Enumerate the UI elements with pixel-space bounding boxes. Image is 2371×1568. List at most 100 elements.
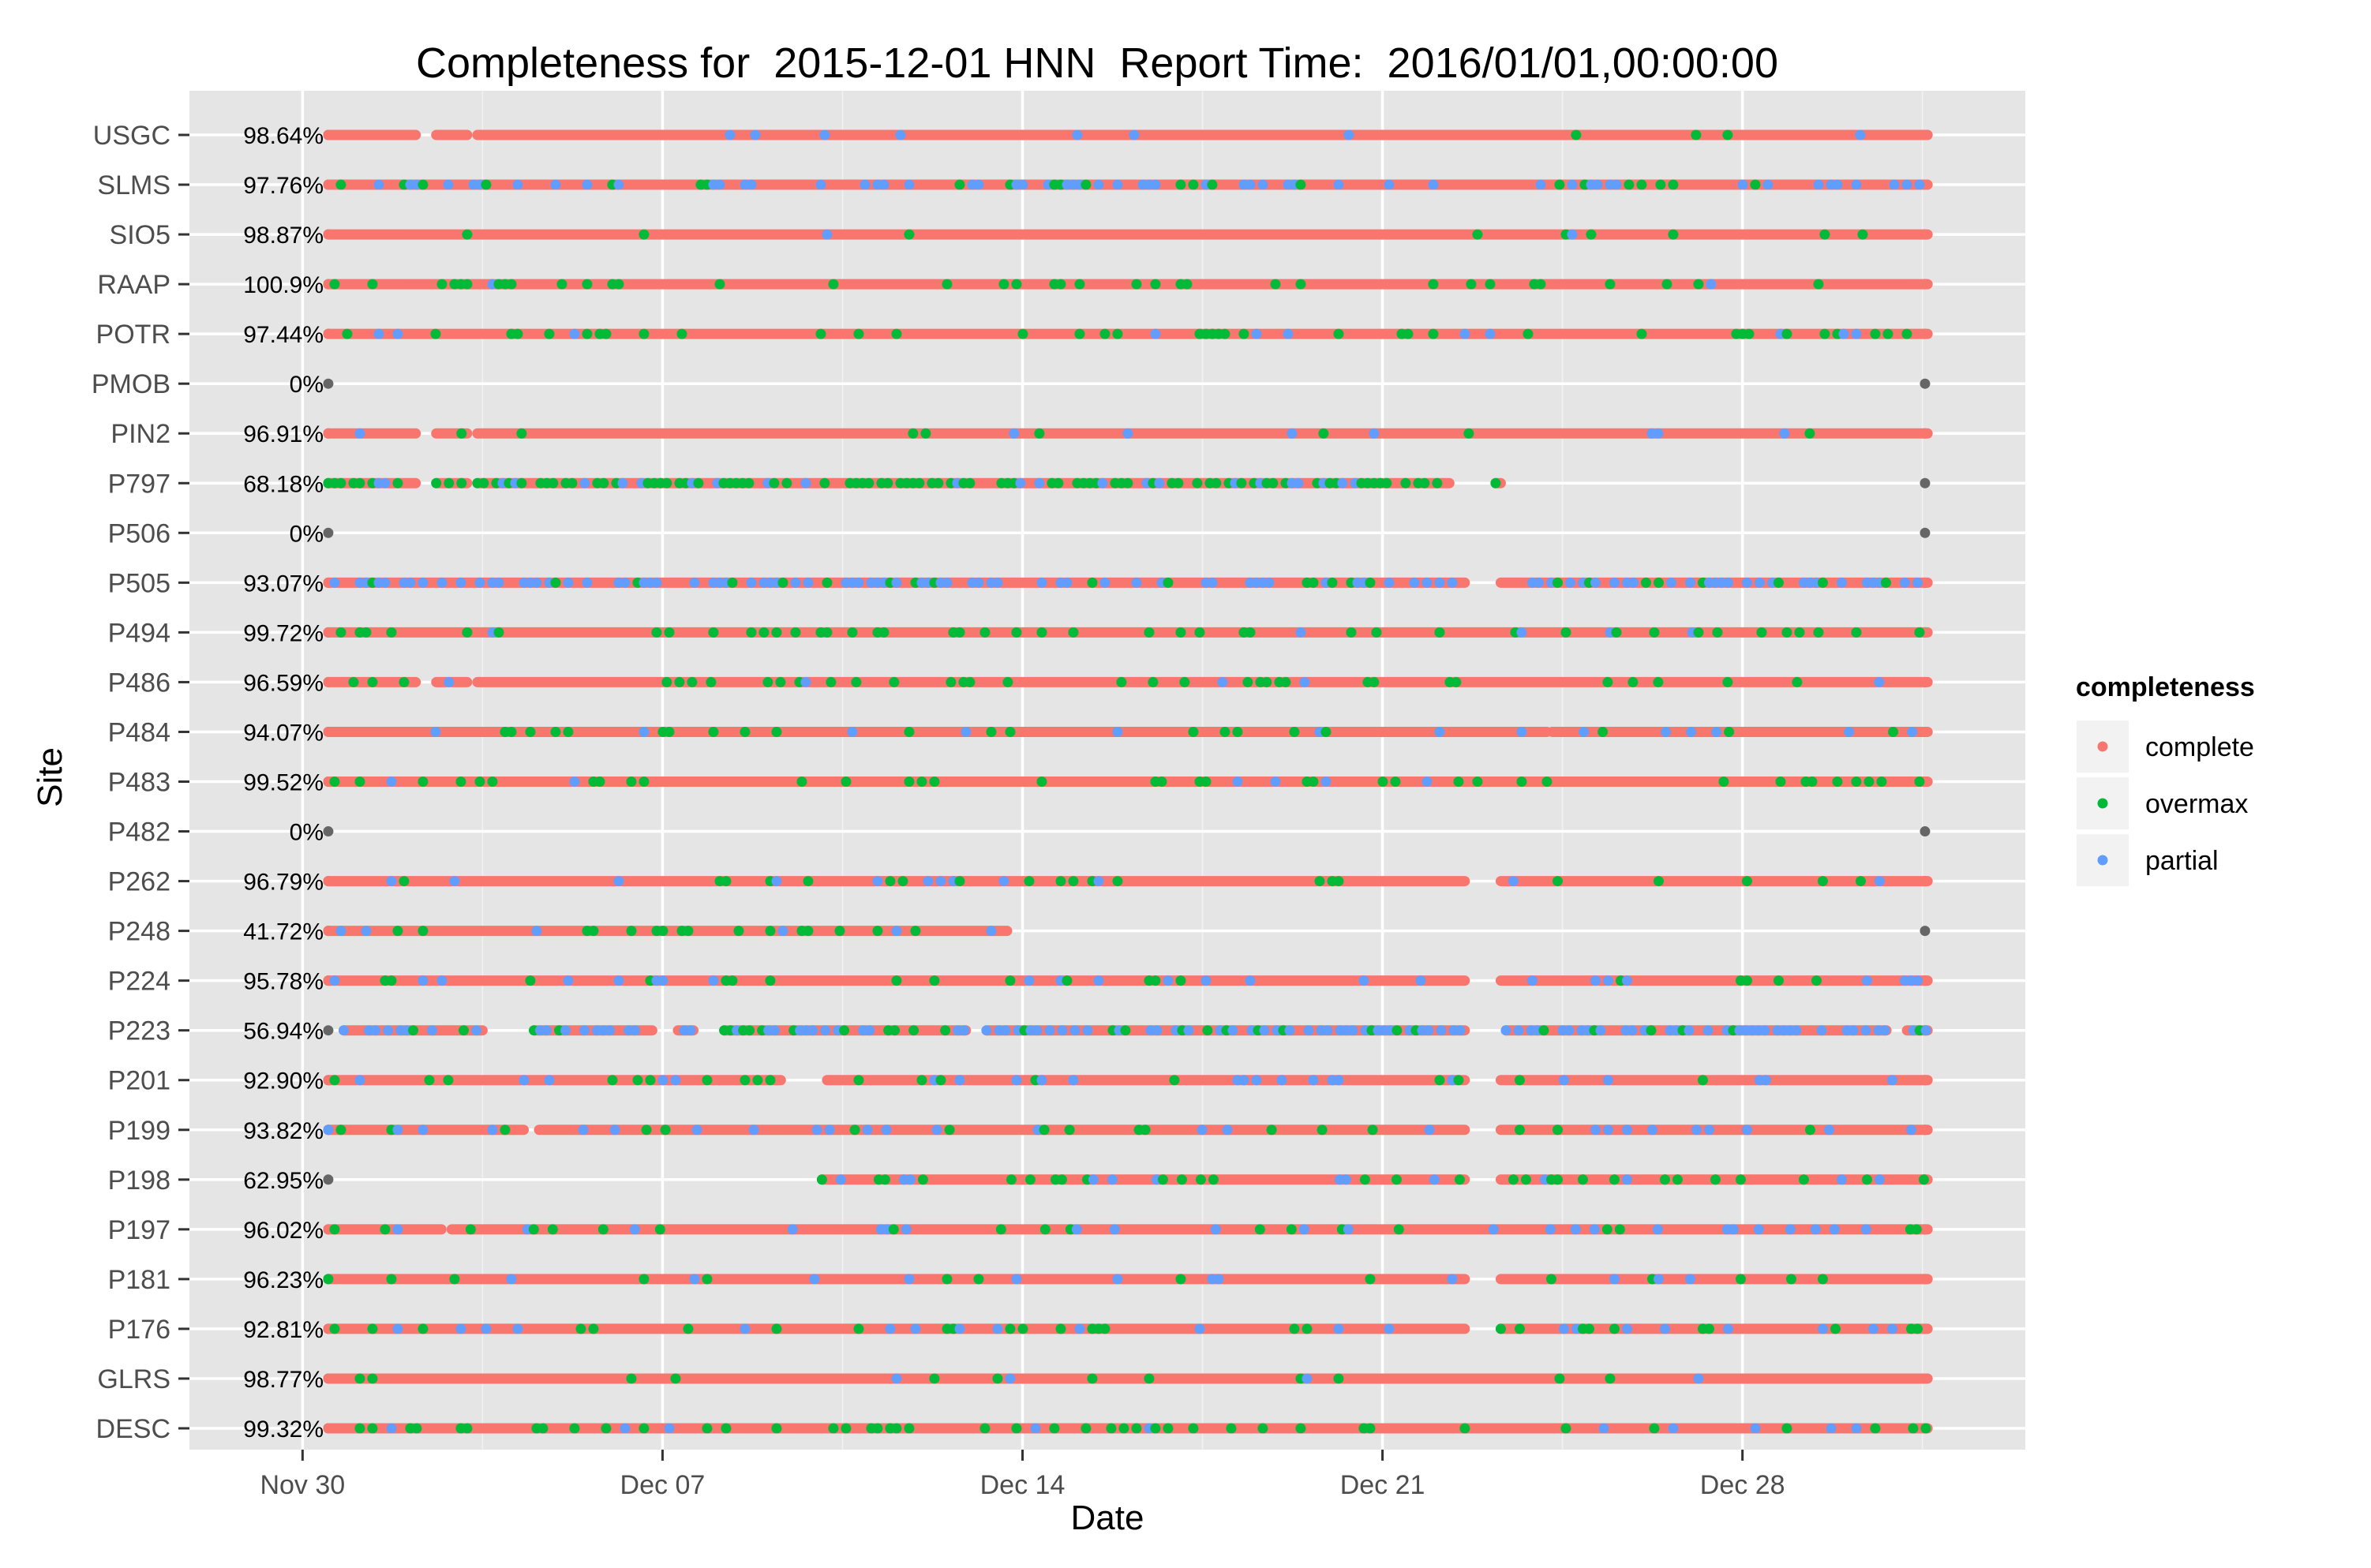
overmax-point	[1495, 1323, 1506, 1334]
overmax-point	[752, 1075, 763, 1086]
overmax-point	[1792, 676, 1803, 687]
partial-point	[449, 876, 460, 887]
completeness-pct-label: 96.91%	[243, 421, 324, 447]
overmax-point	[1538, 1025, 1549, 1036]
y-tick-label: P494	[108, 618, 170, 648]
overmax-point	[1112, 328, 1123, 339]
overmax-point	[965, 676, 976, 687]
chart-title: Completeness for 2015-12-01 HNN Report T…	[416, 39, 1778, 87]
overmax-point	[841, 1423, 852, 1434]
overmax-point	[1535, 279, 1546, 290]
overmax-point	[891, 1423, 902, 1434]
overmax-point	[594, 777, 605, 787]
overmax-point	[1703, 1323, 1714, 1334]
partial-point	[819, 129, 830, 140]
partial-point	[609, 1125, 620, 1136]
partial-point	[1621, 975, 1632, 986]
percentage-labels: 98.64% 97.76% 98.87% 100.9% 97.44% 0% 96.91% 68…	[243, 123, 324, 1443]
partial-point	[1899, 577, 1910, 588]
overmax-point	[1055, 876, 1066, 887]
overmax-point	[329, 1075, 340, 1086]
overmax-point	[839, 1025, 850, 1036]
partial-point	[1838, 328, 1849, 339]
overmax-point	[1122, 477, 1133, 488]
overmax-point	[1359, 1174, 1370, 1185]
partial-point	[1621, 1125, 1632, 1136]
partial-point	[1920, 1025, 1931, 1036]
overmax-point	[828, 1423, 839, 1434]
partial-point	[1621, 1174, 1632, 1185]
overmax-point	[803, 926, 814, 937]
partial-point	[1762, 179, 1774, 190]
partial-point	[1207, 577, 1218, 588]
overmax-point	[1346, 627, 1357, 638]
overmax-point	[465, 1224, 476, 1235]
partial-point	[1912, 577, 1923, 588]
overmax-point	[670, 1373, 681, 1384]
endpoint-marker	[323, 378, 334, 389]
overmax-point	[1901, 328, 1912, 339]
overmax-point	[639, 229, 650, 240]
overmax-point	[1268, 477, 1279, 488]
partial-point	[942, 577, 953, 588]
partial-point	[1030, 1423, 1041, 1434]
overmax-point	[1523, 328, 1534, 339]
overmax-point	[708, 627, 719, 638]
y-tick-label: GLRS	[97, 1364, 170, 1394]
partial-point	[1459, 328, 1470, 339]
overmax-point	[1055, 279, 1066, 290]
partial-point	[338, 1025, 349, 1036]
partial-point	[563, 975, 574, 986]
partial-point	[657, 1075, 669, 1086]
overmax-point	[1851, 777, 1862, 787]
partial-point	[1415, 975, 1426, 986]
y-tick-label: P486	[108, 668, 170, 698]
overmax-point	[462, 627, 473, 638]
overmax-point	[1219, 328, 1230, 339]
partial-point	[981, 1025, 992, 1036]
partial-point	[1851, 1423, 1862, 1434]
overmax-point	[1254, 1224, 1265, 1235]
partial-point	[835, 1174, 846, 1185]
overmax-point	[407, 1025, 418, 1036]
site-row-p198	[323, 1174, 1933, 1185]
partial-point	[506, 1274, 517, 1285]
partial-point	[1447, 1274, 1458, 1285]
partial-point	[1333, 1323, 1344, 1334]
legend-label: complete	[2145, 732, 2254, 762]
partial-point	[689, 1274, 700, 1285]
partial-point	[1653, 1274, 1664, 1285]
partial-point	[323, 1125, 334, 1136]
site-row-p483	[323, 777, 1933, 787]
overmax-point	[765, 975, 776, 986]
partial-point	[519, 1075, 530, 1086]
partial-point	[1848, 1025, 1859, 1036]
overmax-point	[1148, 676, 1159, 687]
overmax-point	[942, 279, 953, 290]
overmax-point	[851, 676, 862, 687]
overmax-point	[882, 477, 893, 488]
overmax-point	[1598, 726, 1609, 737]
y-tick-label: P181	[108, 1265, 170, 1295]
overmax-point	[1832, 777, 1843, 787]
overmax-point	[1257, 1423, 1268, 1434]
partial-point	[1036, 1075, 1047, 1086]
overmax-point	[1605, 279, 1616, 290]
overmax-point	[1163, 1423, 1174, 1434]
overmax-point	[946, 676, 957, 687]
partial-point	[1409, 577, 1420, 588]
overmax-point	[1365, 577, 1376, 588]
partial-point	[455, 577, 466, 588]
partial-point	[1154, 477, 1165, 488]
overmax-point	[1817, 577, 1828, 588]
partial-point	[1088, 1174, 1099, 1185]
overmax-point	[567, 477, 578, 488]
overmax-point	[929, 975, 940, 986]
overmax-point	[569, 1423, 580, 1434]
partial-point	[1299, 676, 1310, 687]
overmax-point	[1245, 627, 1256, 638]
overmax-point	[822, 577, 833, 588]
partial-point	[1826, 1423, 1837, 1434]
overmax-point	[1605, 1373, 1616, 1384]
partial-point	[1024, 975, 1035, 986]
